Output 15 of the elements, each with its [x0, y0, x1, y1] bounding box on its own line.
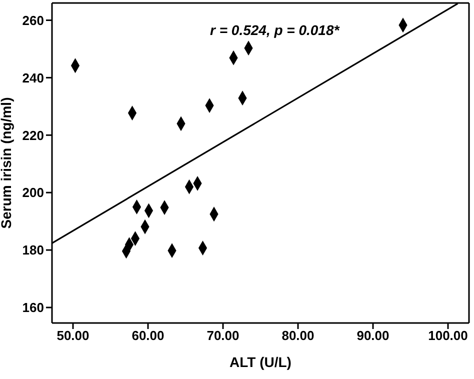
x-tick-label: 50.00: [56, 328, 90, 344]
x-tick-label: 80.00: [282, 328, 314, 344]
y-tick-label: 260: [22, 12, 44, 28]
annotation: r = 0.524, p = 0.018*: [210, 22, 340, 38]
x-tick-label: 90.00: [356, 328, 390, 344]
y-tick-label: 200: [22, 185, 44, 200]
x-axis-title: ALT (U/L): [230, 354, 292, 370]
y-tick-label: 240: [22, 70, 44, 86]
y-tick-label: 220: [22, 128, 44, 143]
y-tick-label: 180: [22, 242, 44, 258]
x-tick-label: 60.00: [132, 328, 164, 344]
x-tick-label: 100.00: [428, 328, 468, 344]
x-tick-label: 70.00: [206, 328, 240, 344]
y-axis-title: Serum irisin (ng/ml): [0, 97, 14, 229]
y-tick-label: 160: [22, 300, 44, 316]
